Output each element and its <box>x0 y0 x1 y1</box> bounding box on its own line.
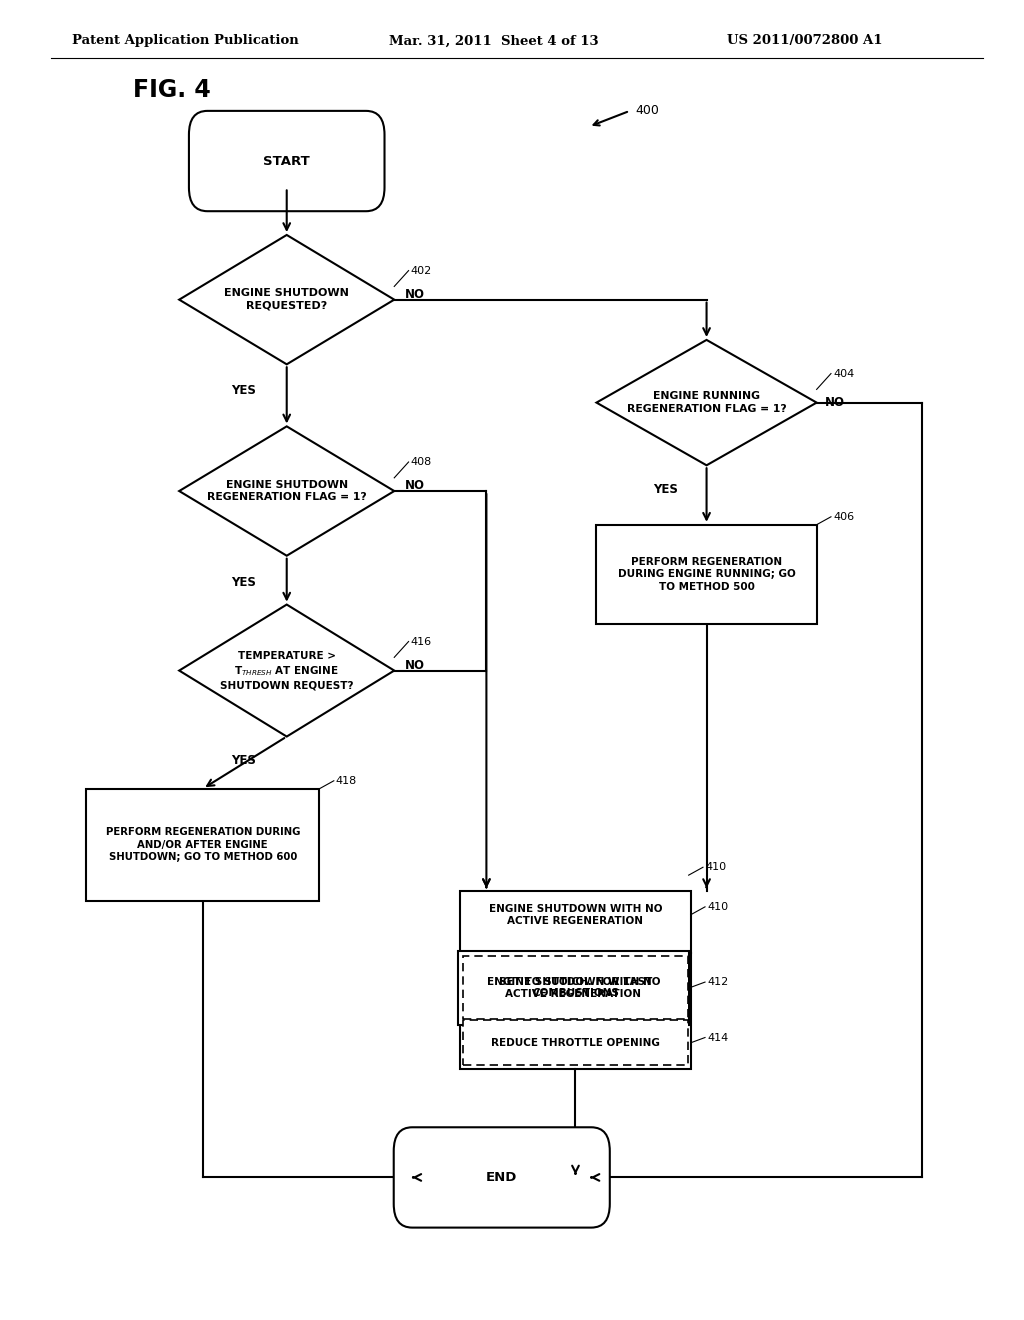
Text: 408: 408 <box>411 457 432 467</box>
Text: NO: NO <box>825 396 845 409</box>
Text: ENGINE SHUTDOWN
REGENERATION FLAG = 1?: ENGINE SHUTDOWN REGENERATION FLAG = 1? <box>207 480 367 502</box>
Text: NO: NO <box>404 288 425 301</box>
Text: YES: YES <box>653 483 678 495</box>
Text: 410: 410 <box>706 862 726 873</box>
Text: 418: 418 <box>336 776 357 785</box>
Text: Mar. 31, 2011  Sheet 4 of 13: Mar. 31, 2011 Sheet 4 of 13 <box>389 34 599 48</box>
Text: YES: YES <box>231 576 256 589</box>
Polygon shape <box>179 426 394 556</box>
Text: 416: 416 <box>411 636 432 647</box>
Text: 412: 412 <box>708 977 728 987</box>
Text: ENGINE RUNNING
REGENERATION FLAG = 1?: ENGINE RUNNING REGENERATION FLAG = 1? <box>627 392 786 413</box>
Text: YES: YES <box>231 384 256 397</box>
Bar <box>464 956 688 1019</box>
Polygon shape <box>596 341 817 466</box>
Text: 400: 400 <box>635 104 658 117</box>
Text: TEMPERATURE >
T$_{THRESH}$ AT ENGINE
SHUTDOWN REQUEST?: TEMPERATURE > T$_{THRESH}$ AT ENGINE SHU… <box>220 651 353 690</box>
Text: 404: 404 <box>834 368 854 379</box>
Text: FIG. 4: FIG. 4 <box>133 78 211 102</box>
Text: ENGINE SHUTDOWN WITH NO
ACTIVE REGENERATION: ENGINE SHUTDOWN WITH NO ACTIVE REGENERAT… <box>486 977 660 999</box>
Text: US 2011/0072800 A1: US 2011/0072800 A1 <box>727 34 883 48</box>
FancyBboxPatch shape <box>393 1127 609 1228</box>
Text: 410: 410 <box>708 902 728 912</box>
Text: PERFORM REGENERATION DURING
AND/OR AFTER ENGINE
SHUTDOWN; GO TO METHOD 600: PERFORM REGENERATION DURING AND/OR AFTER… <box>105 828 300 862</box>
Text: REDUCE THROTTLE OPENING: REDUCE THROTTLE OPENING <box>492 1038 659 1048</box>
Bar <box>461 891 691 1069</box>
Text: ENGINE SHUTDOWN
REQUESTED?: ENGINE SHUTDOWN REQUESTED? <box>224 289 349 310</box>
Text: NO: NO <box>404 479 425 492</box>
Text: Patent Application Publication: Patent Application Publication <box>72 34 298 48</box>
Text: 406: 406 <box>834 512 854 521</box>
Bar <box>596 525 816 624</box>
Text: YES: YES <box>231 754 256 767</box>
Text: ENGINE SHUTDOWN WITH NO
ACTIVE REGENERATION: ENGINE SHUTDOWN WITH NO ACTIVE REGENERAT… <box>488 904 663 925</box>
Text: END: END <box>486 1171 517 1184</box>
Text: PERFORM REGENERATION
DURING ENGINE RUNNING; GO
TO METHOD 500: PERFORM REGENERATION DURING ENGINE RUNNI… <box>617 557 796 591</box>
Text: 414: 414 <box>708 1032 728 1043</box>
Text: START: START <box>263 154 310 168</box>
Bar <box>86 788 319 900</box>
Polygon shape <box>179 235 394 364</box>
FancyBboxPatch shape <box>189 111 385 211</box>
Text: NO: NO <box>404 659 425 672</box>
Bar <box>464 1020 688 1065</box>
Polygon shape <box>179 605 394 737</box>
Bar <box>459 950 689 1024</box>
Text: SET TO STOICH. FOR LAST
COMBUSTIONS: SET TO STOICH. FOR LAST COMBUSTIONS <box>499 977 652 998</box>
Text: 402: 402 <box>411 265 432 276</box>
